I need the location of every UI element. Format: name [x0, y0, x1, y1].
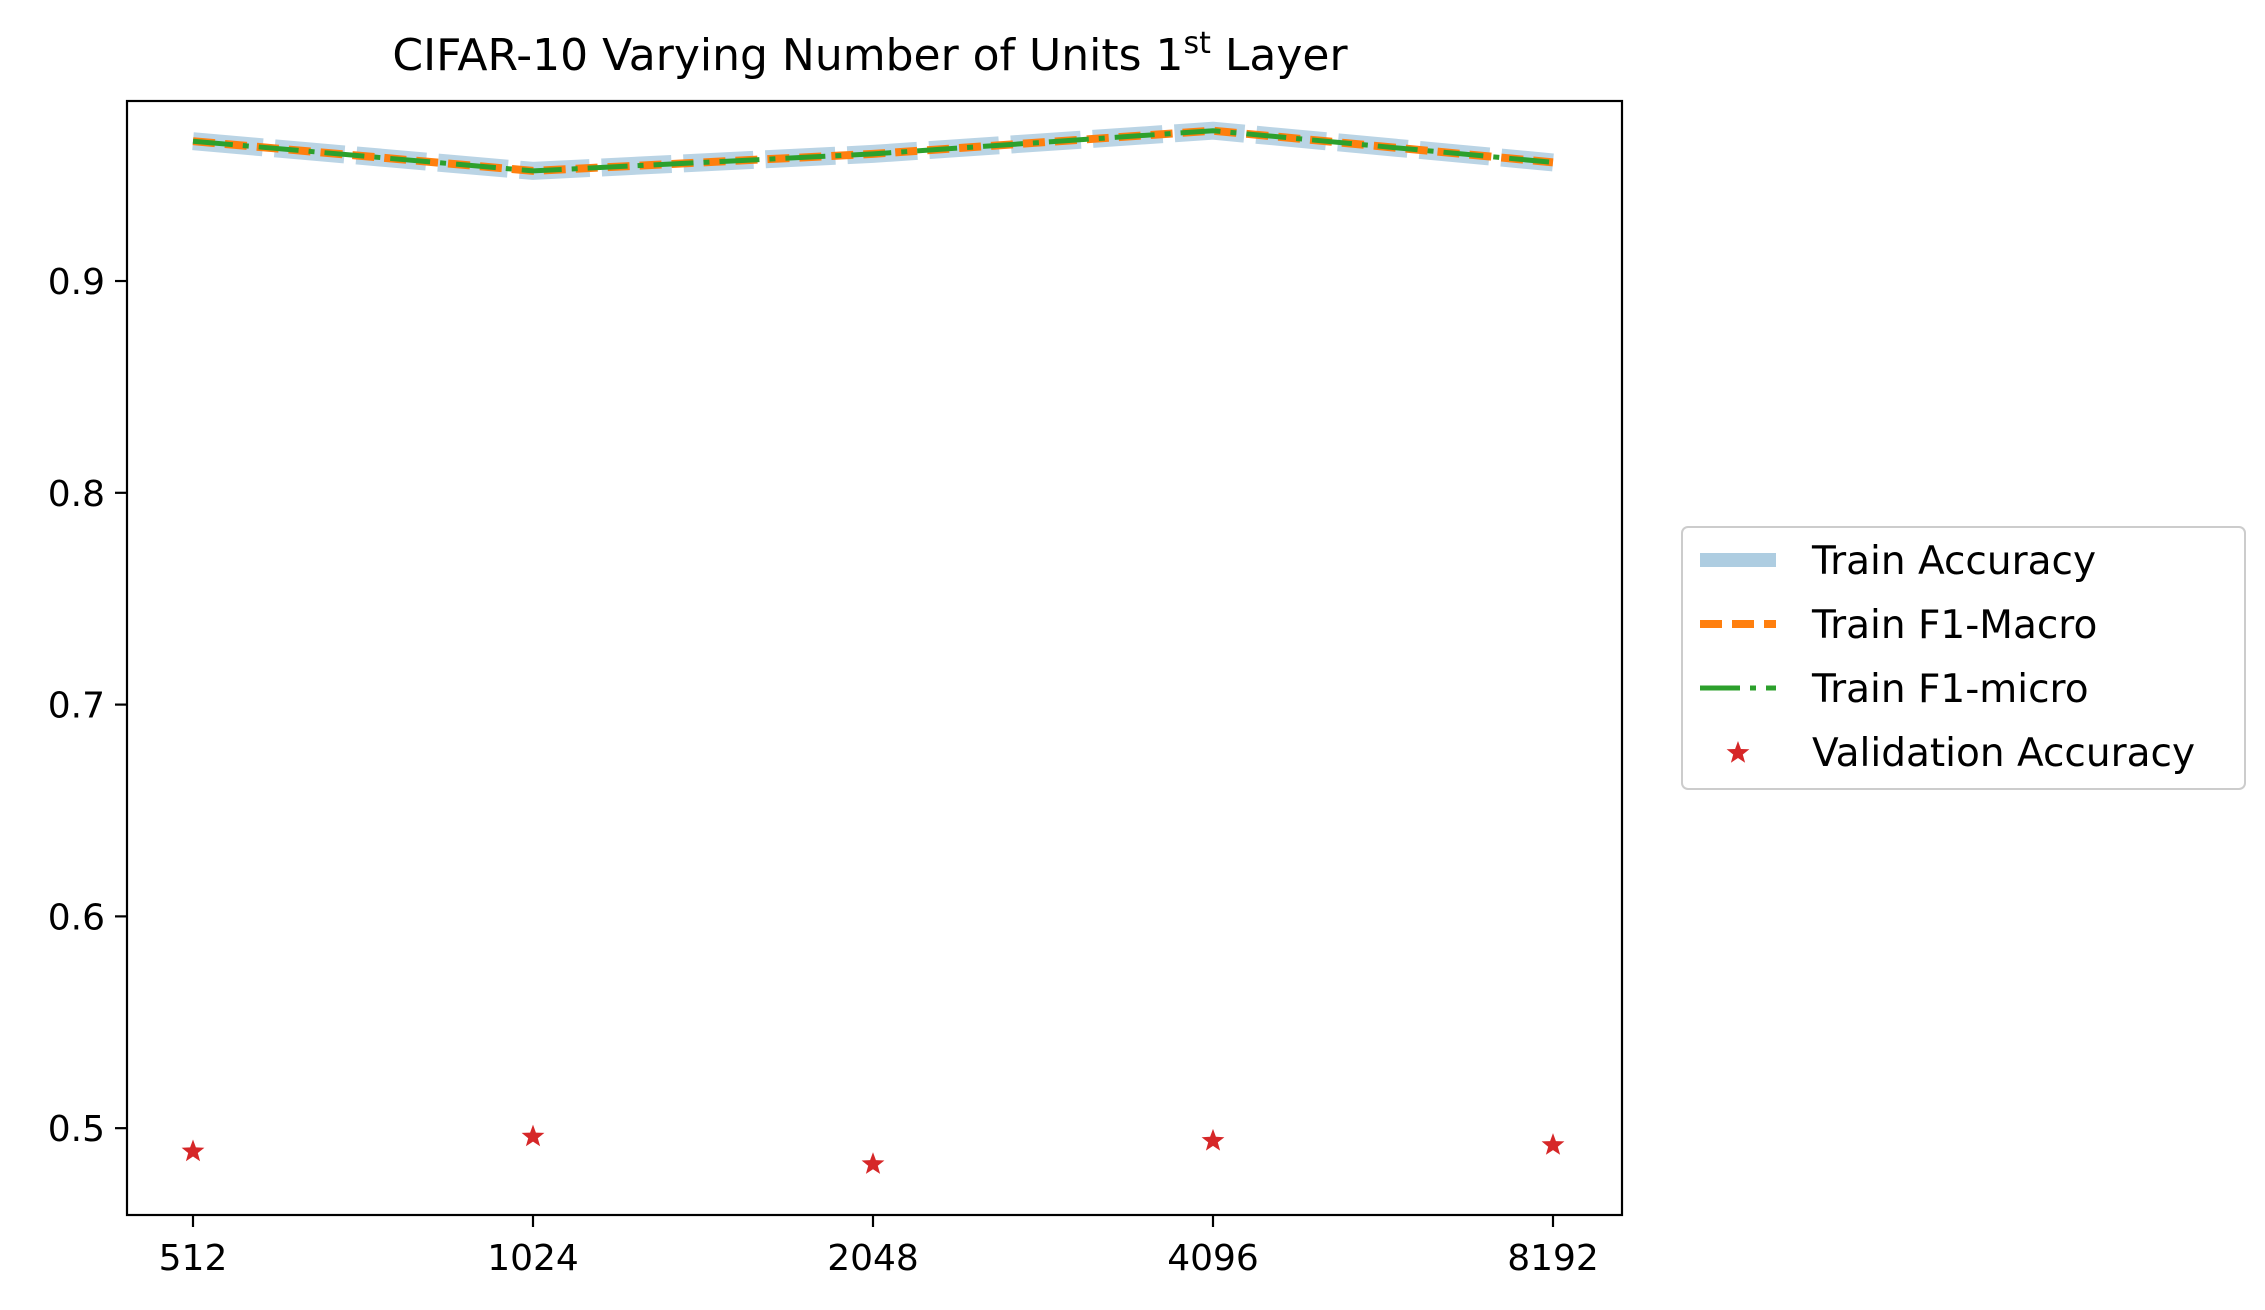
chart-title: CIFAR-10 Varying Number of Units 1st Lay… [392, 26, 1348, 82]
legend-label-train-accuracy: Train Accuracy [1811, 539, 2096, 584]
x-tick-label: 512 [159, 1238, 228, 1279]
y-tick-label: 0.6 [48, 897, 105, 938]
legend-label-train-f1-macro: Train F1-Macro [1811, 603, 2097, 648]
chart-title-main: CIFAR-10 Varying Number of Units 1 [392, 30, 1183, 81]
legend: Train Accuracy Train F1-Macro Train F1-m… [1681, 526, 2246, 790]
chart-title-suffix: Layer [1211, 30, 1349, 81]
x-tick-label: 8192 [1507, 1238, 1599, 1279]
legend-label-validation-accuracy: Validation Accuracy [1812, 731, 2195, 776]
x-axis: 512 1024 2048 4096 8192 [159, 1215, 1599, 1279]
legend-swatch-validation-accuracy [1726, 741, 1750, 763]
legend-label-train-f1-micro: Train F1-micro [1811, 667, 2089, 712]
y-axis: 0.5 0.6 0.7 0.8 0.9 [48, 262, 127, 1150]
y-tick-label: 0.7 [48, 686, 105, 727]
y-tick-label: 0.9 [48, 262, 105, 303]
plot-area-frame [125, 99, 1624, 1217]
x-tick-label: 4096 [1167, 1238, 1259, 1279]
legend-box [1681, 526, 2246, 790]
y-tick-label: 0.8 [48, 474, 105, 515]
series-line-train-f1-micro [192, 128, 1554, 174]
x-tick-label: 2048 [827, 1238, 919, 1279]
validation-accuracy-point [861, 1152, 885, 1174]
chart-title-superscript: st [1184, 26, 1212, 61]
validation-accuracy-point [1201, 1128, 1225, 1151]
y-tick-label: 0.5 [48, 1109, 105, 1150]
validation-accuracy-point [1541, 1133, 1565, 1155]
series-layer [181, 121, 1565, 1174]
x-tick-label: 1024 [487, 1238, 579, 1279]
validation-accuracy-point [181, 1139, 205, 1162]
validation-accuracy-point [521, 1124, 545, 1147]
